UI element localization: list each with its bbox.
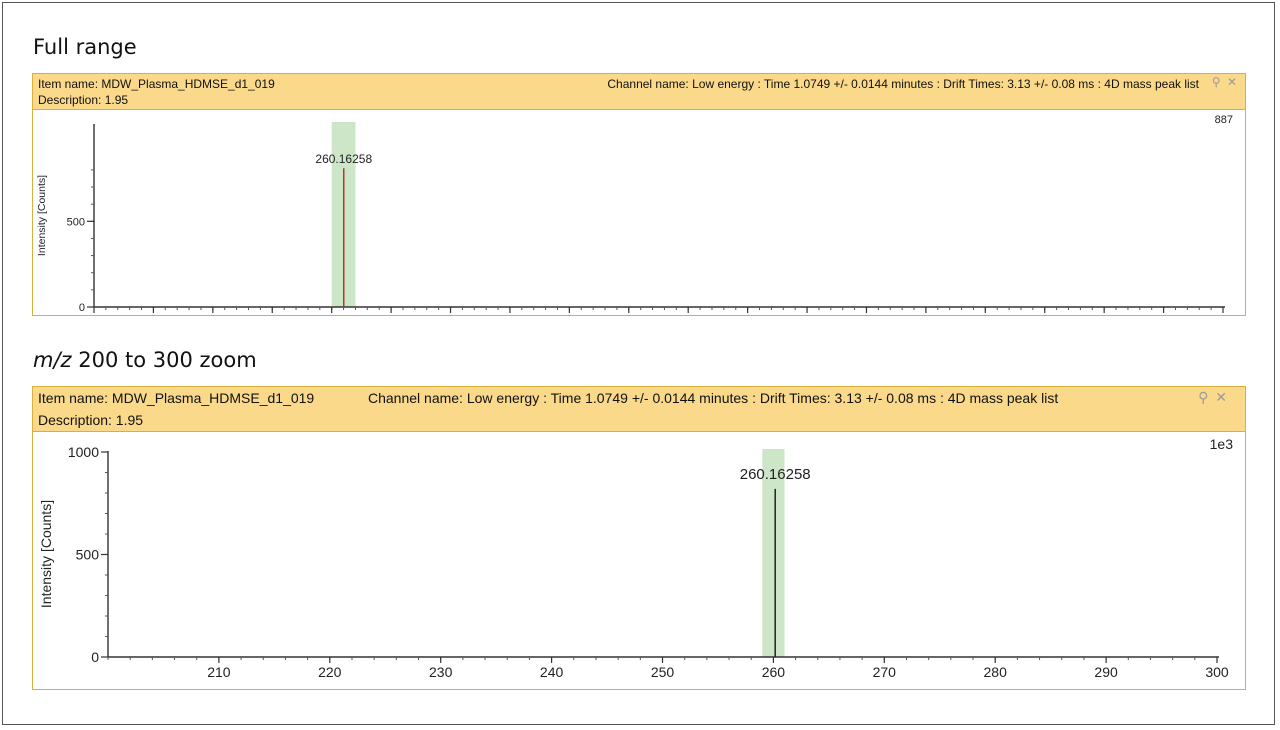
x-tick-label: 230 <box>429 664 453 680</box>
max-intensity-label: 1e3 <box>1210 436 1234 452</box>
x-tick-label: 220 <box>318 664 342 680</box>
spectrum-panel-zoom: Item name: MDW_Plasma_HDMSE_d1_019 Descr… <box>32 386 1246 690</box>
item-name-label: Item name: MDW_Plasma_HDMSE_d1_019 <box>38 390 315 406</box>
close-icon[interactable]: ✕ <box>1215 389 1227 405</box>
panel-tools: ⚲ ✕ <box>1209 75 1237 89</box>
zoom-spectrum-chart: 210 220 230 240 250 260 270 280 290 300 0 500 1000 In… <box>38 436 1234 680</box>
y-tick-label: 1000 <box>68 444 99 460</box>
x-tick-label: 210 <box>207 664 231 680</box>
full-range-heading-text: Full range <box>33 35 137 59</box>
peak-highlight-band <box>762 449 785 657</box>
x-tick-label: 260 <box>762 664 786 680</box>
x-tick-label: 280 <box>984 664 1008 680</box>
y-tick-label: 0 <box>79 302 85 314</box>
x-tick-label: 250 <box>651 664 675 680</box>
description-label: Description: 1.95 <box>38 93 129 107</box>
x-tick-label: 290 <box>1094 664 1118 680</box>
y-tick-label: 500 <box>76 547 100 563</box>
panel-tools: ⚲ ✕ <box>1195 389 1227 406</box>
pin-icon[interactable]: ⚲ <box>1211 75 1221 89</box>
zoom-heading-text: 200 to 300 zoom <box>78 348 257 372</box>
close-icon[interactable]: ✕ <box>1226 75 1237 89</box>
y-tick-label: 0 <box>91 649 99 665</box>
panel-header: Item name: MDW_Plasma_HDMSE_d1_019 Descr… <box>33 387 1245 432</box>
peak-label: 260.16258 <box>740 466 811 483</box>
channel-name-label: Channel name: Low energy : Time 1.0749 +… <box>368 390 1059 406</box>
item-name-label: Item name: MDW_Plasma_HDMSE_d1_019 <box>38 77 275 91</box>
y-axis-label: Intensity [Counts] <box>38 500 54 608</box>
spectrum-panel-full-range: Item name: MDW_Plasma_HDMSE_d1_019 Descr… <box>32 73 1246 316</box>
section-heading-full-range: Full range <box>33 35 137 59</box>
channel-name-label: Channel name: Low energy : Time 1.0749 +… <box>607 77 1199 91</box>
x-tick-label: 300 <box>1205 664 1229 680</box>
panel-header: Item name: MDW_Plasma_HDMSE_d1_019 Descr… <box>33 74 1245 110</box>
y-axis-label: Intensity [Counts] <box>36 175 48 256</box>
pin-icon[interactable]: ⚲ <box>1198 389 1209 405</box>
x-tick-label: 270 <box>873 664 897 680</box>
peak-label: 260.16258 <box>315 152 372 166</box>
zoom-heading-mz: m/z <box>33 348 72 372</box>
description-label: Description: 1.95 <box>38 412 144 428</box>
x-tick-label: 240 <box>540 664 564 680</box>
max-intensity-label: 887 <box>1215 114 1233 126</box>
full-range-spectrum-chart: 5010015020025030035040045050055060065070… <box>36 114 1233 314</box>
y-tick-label: 500 <box>67 216 85 228</box>
section-heading-zoom: m/z 200 to 300 zoom <box>33 348 257 372</box>
